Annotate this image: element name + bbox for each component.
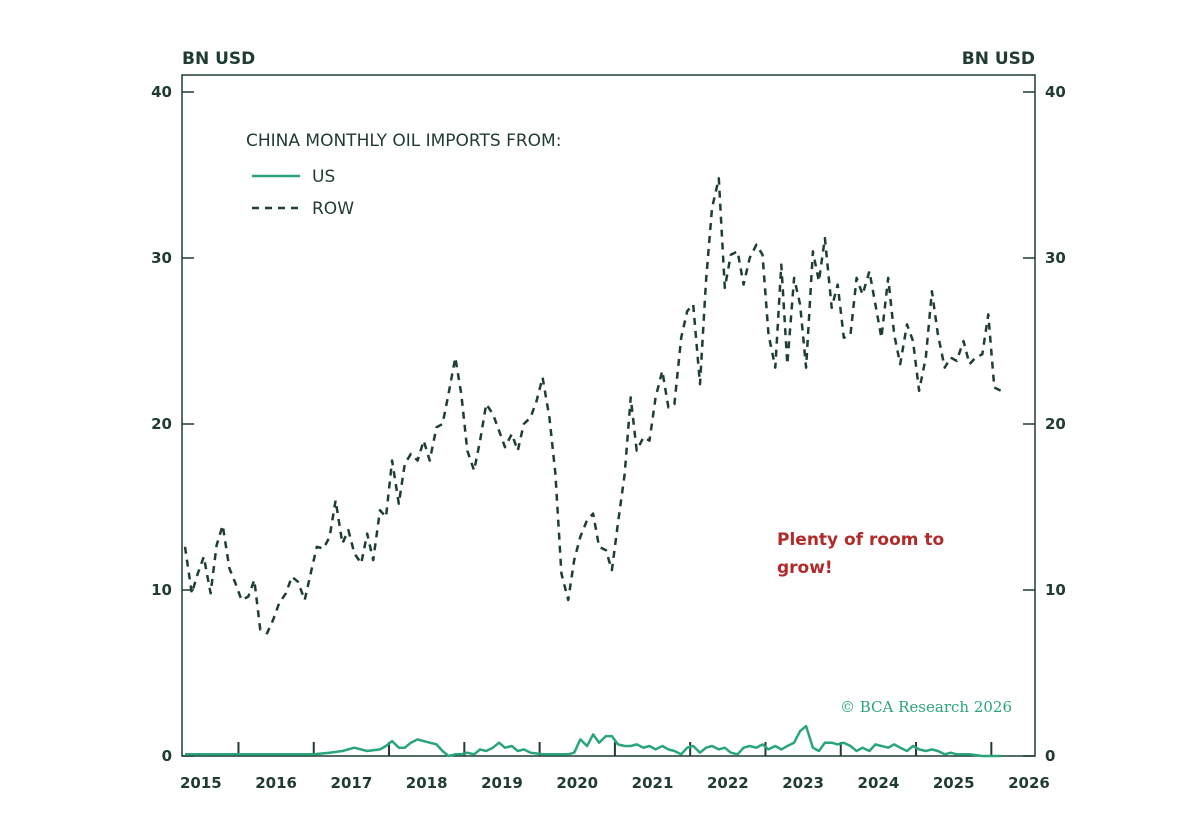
- left-y-tick-label: 30: [151, 249, 172, 267]
- right-y-tick-label: 40: [1045, 83, 1066, 101]
- x-year-label: 2015: [180, 774, 222, 792]
- annotation-line-1: Plenty of room to: [777, 530, 944, 550]
- x-year-label: 2016: [255, 774, 297, 792]
- x-year-label: 2020: [556, 774, 598, 792]
- x-year-label: 2022: [707, 774, 749, 792]
- x-year-label: 2017: [331, 774, 373, 792]
- right-y-tick-label: 30: [1045, 249, 1066, 267]
- series-line-row: [183, 177, 1002, 635]
- left-y-tick-label: 10: [151, 581, 172, 599]
- legend-label-us: US: [312, 167, 335, 187]
- x-year-label: 2019: [481, 774, 523, 792]
- left-y-tick-label: 20: [151, 415, 172, 433]
- right-y-tick-label: 20: [1045, 415, 1066, 433]
- x-year-label: 2025: [933, 774, 975, 792]
- legend-label-row: ROW: [312, 199, 354, 219]
- left-y-tick-label: 40: [151, 83, 172, 101]
- series-lines: [183, 177, 1002, 758]
- x-year-label: 2026: [1008, 774, 1050, 792]
- legend-title: CHINA MONTHLY OIL IMPORTS FROM:: [246, 131, 561, 151]
- right-y-tick-label: 0: [1045, 747, 1055, 765]
- annotation-line-2: grow!: [777, 558, 833, 578]
- left-axis-unit-label: BN USD: [182, 49, 255, 69]
- plot-frame: [181, 74, 1036, 757]
- right-y-tick-label: 10: [1045, 581, 1066, 599]
- credit-text: © BCA Research 2026: [840, 698, 1012, 716]
- left-y-tick-label: 0: [162, 747, 172, 765]
- legend: CHINA MONTHLY OIL IMPORTS FROM: US ROW: [246, 131, 561, 219]
- series-line-us: [185, 724, 1002, 758]
- x-year-label: 2024: [858, 774, 900, 792]
- x-year-label: 2023: [782, 774, 824, 792]
- right-axis-unit-label: BN USD: [962, 49, 1035, 69]
- x-year-label: 2018: [406, 774, 448, 792]
- x-year-label: 2021: [632, 774, 674, 792]
